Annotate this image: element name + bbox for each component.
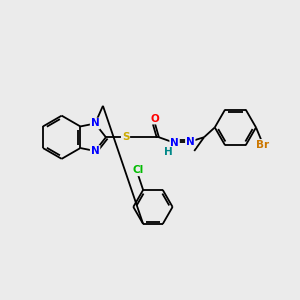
Text: H: H xyxy=(164,147,173,157)
Text: N: N xyxy=(91,146,100,156)
Text: S: S xyxy=(122,132,129,142)
Text: N: N xyxy=(91,118,100,128)
Text: N: N xyxy=(170,138,179,148)
Text: Cl: Cl xyxy=(133,165,144,175)
Text: Br: Br xyxy=(256,140,269,150)
Text: N: N xyxy=(186,137,195,147)
Text: O: O xyxy=(151,114,159,124)
